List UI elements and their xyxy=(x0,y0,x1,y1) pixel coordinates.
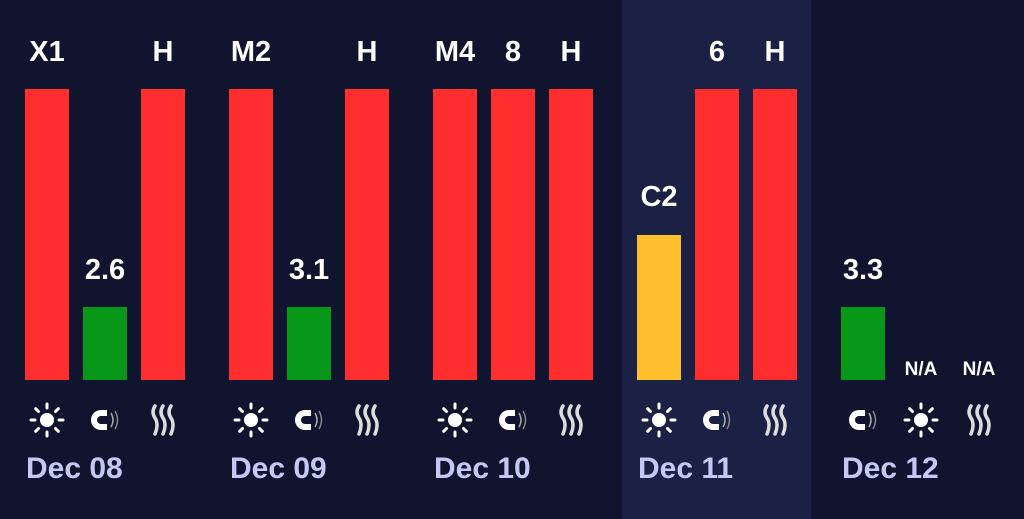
radiation-bar[interactable] xyxy=(753,89,797,380)
date-label: Dec 09 xyxy=(230,452,327,485)
sun-icon xyxy=(899,400,943,440)
magnet-icon xyxy=(491,400,535,440)
radiation-label: H xyxy=(764,36,786,68)
day-column-dec-09[interactable]: M2 3.1 H Dec 09 xyxy=(204,0,408,519)
radiation-label: H xyxy=(356,36,378,68)
solar-flare-bar[interactable] xyxy=(433,89,477,380)
magnet-icon xyxy=(841,400,885,440)
sun-icon xyxy=(25,400,69,440)
geomagnetic-bar[interactable] xyxy=(491,89,535,380)
solar-flare-label: M2 xyxy=(230,36,272,68)
solar-flare-label: X1 xyxy=(29,36,65,68)
waves-icon xyxy=(141,400,185,440)
waves-icon xyxy=(345,400,389,440)
radiation-bar[interactable] xyxy=(345,89,389,380)
sun-icon xyxy=(637,400,681,440)
magnet-icon xyxy=(695,400,739,440)
day-column-dec-10[interactable]: M4 8 H Dec 10 xyxy=(408,0,612,519)
geomagnetic-bar[interactable] xyxy=(83,307,127,380)
waves-icon xyxy=(957,400,1001,440)
solar-flare-na-label: N/A xyxy=(904,359,938,380)
radiation-bar[interactable] xyxy=(549,89,593,380)
day-column-dec-11[interactable]: C2 6 H Dec 11 xyxy=(622,0,811,519)
radiation-bar[interactable] xyxy=(141,89,185,380)
date-label: Dec 11 xyxy=(638,452,734,485)
solar-flare-label: C2 xyxy=(640,181,678,213)
geomagnetic-bar[interactable] xyxy=(287,307,331,380)
magnet-icon xyxy=(287,400,331,440)
solar-flare-label: M4 xyxy=(434,36,476,68)
date-label: Dec 08 xyxy=(26,452,123,485)
geomagnetic-label: 6 xyxy=(708,36,726,68)
radiation-label: H xyxy=(560,36,582,68)
date-label: Dec 10 xyxy=(434,452,531,485)
magnet-icon xyxy=(83,400,127,440)
radiation-label: H xyxy=(152,36,174,68)
geomagnetic-label: 8 xyxy=(504,36,522,68)
geomagnetic-bar[interactable] xyxy=(695,89,739,380)
geomagnetic-bar[interactable] xyxy=(841,307,885,380)
sun-icon xyxy=(433,400,477,440)
radiation-na-label: N/A xyxy=(962,359,996,380)
solar-flare-bar[interactable] xyxy=(25,89,69,380)
solar-flare-bar[interactable] xyxy=(637,235,681,380)
sun-icon xyxy=(229,400,273,440)
date-label: Dec 12 xyxy=(842,452,939,485)
day-column-dec-12[interactable]: 3.3 N/A N/A Dec 12 xyxy=(816,0,1024,519)
waves-icon xyxy=(753,400,797,440)
solar-flare-bar[interactable] xyxy=(229,89,273,380)
geomagnetic-label: 2.6 xyxy=(84,254,126,286)
geomagnetic-label: 3.3 xyxy=(842,254,884,286)
geomagnetic-label: 3.1 xyxy=(288,254,330,286)
waves-icon xyxy=(549,400,593,440)
day-column-dec-08[interactable]: X1 2.6 H Dec 08 xyxy=(0,0,204,519)
